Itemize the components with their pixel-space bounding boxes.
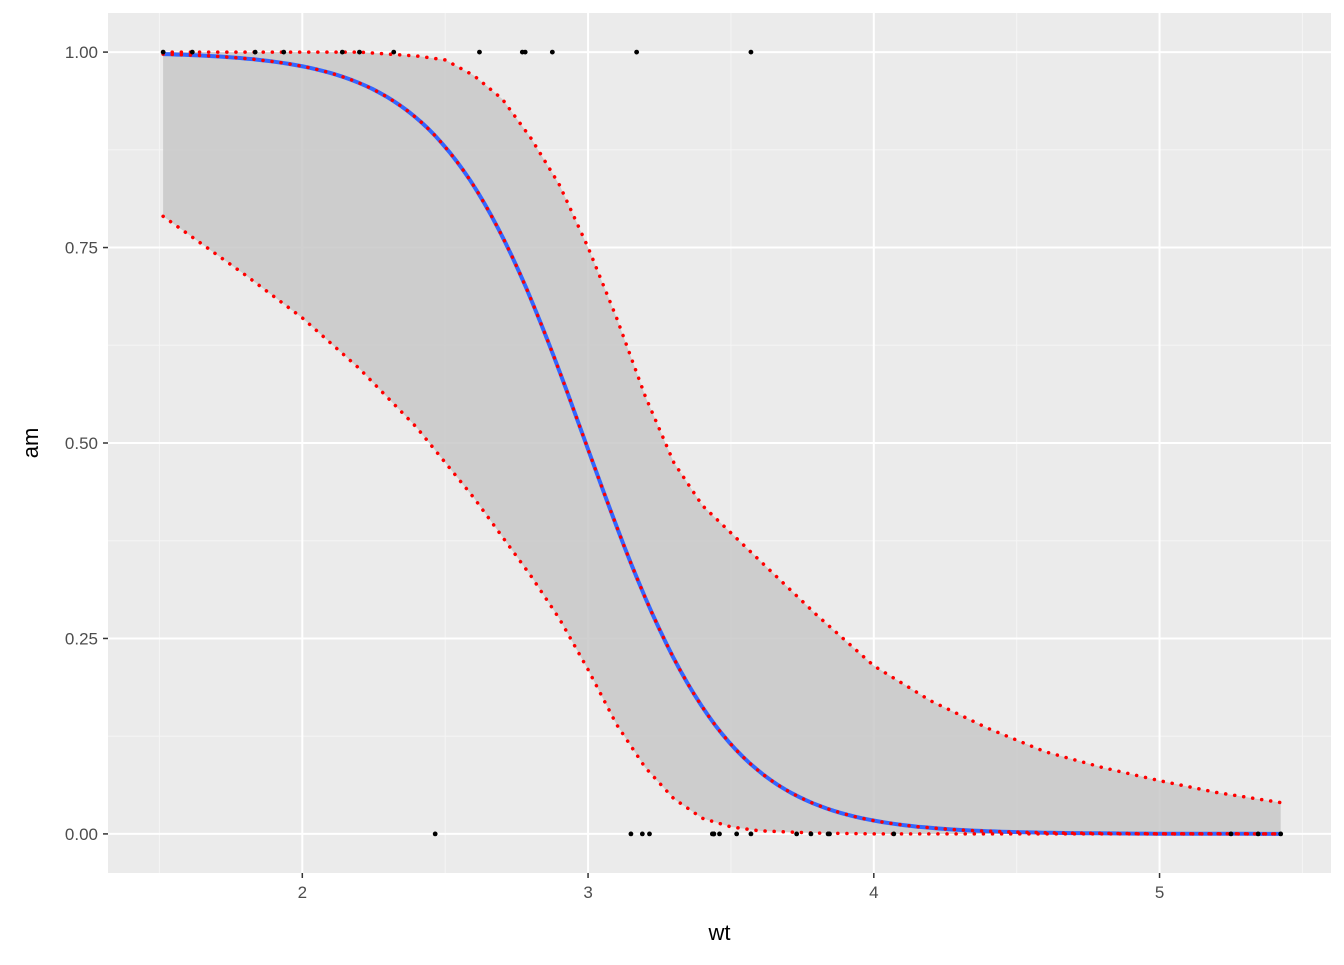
data-point xyxy=(717,831,722,837)
data-points-layer xyxy=(160,49,1284,837)
upper-bound-dotted-line xyxy=(161,50,1283,805)
fit-line-layer xyxy=(163,52,1281,836)
y-tick-label: 0.50 xyxy=(65,434,98,453)
data-point xyxy=(549,49,555,55)
data-point xyxy=(634,49,640,55)
data-point xyxy=(808,831,814,837)
data-point xyxy=(1228,831,1234,837)
fit-line xyxy=(163,52,1281,836)
y-tick-label: 0.25 xyxy=(65,629,98,648)
x-tick-label: 2 xyxy=(298,883,307,902)
x-tick-label: 5 xyxy=(1155,883,1164,902)
y-tick-label: 0.00 xyxy=(65,825,98,844)
axes-layer: 2 3 4 5 0.00 0.25 0.50 0.75 1.00 xyxy=(65,43,1164,902)
x-axis-title: wt xyxy=(708,920,731,945)
data-point xyxy=(827,831,832,837)
data-point xyxy=(357,49,362,55)
data-point xyxy=(709,831,715,837)
dotted-overlay-layer xyxy=(161,50,1283,836)
data-point xyxy=(281,49,287,55)
data-point xyxy=(189,49,195,55)
data-point xyxy=(522,49,528,55)
data-point xyxy=(734,831,740,837)
y-tick-label: 1.00 xyxy=(65,43,98,62)
data-point xyxy=(639,831,645,837)
data-point xyxy=(891,831,897,837)
data-point xyxy=(477,49,482,55)
data-point xyxy=(748,49,754,55)
data-point xyxy=(432,831,438,837)
data-point xyxy=(1278,831,1284,837)
data-point xyxy=(1255,831,1261,837)
lower-bound-dotted-line xyxy=(161,214,1283,836)
data-point xyxy=(794,831,800,837)
data-point xyxy=(628,831,634,837)
data-point xyxy=(160,49,166,55)
data-point xyxy=(252,49,258,55)
data-point xyxy=(391,49,397,55)
data-point xyxy=(748,831,754,837)
x-tick-label: 4 xyxy=(869,883,878,902)
confidence-ribbon-layer xyxy=(163,52,1281,834)
confidence-ribbon xyxy=(163,52,1281,834)
data-point xyxy=(339,49,345,55)
data-point xyxy=(647,831,652,837)
y-tick-label: 0.75 xyxy=(65,239,98,258)
y-axis-title: am xyxy=(18,428,43,459)
x-tick-label: 3 xyxy=(583,883,592,902)
